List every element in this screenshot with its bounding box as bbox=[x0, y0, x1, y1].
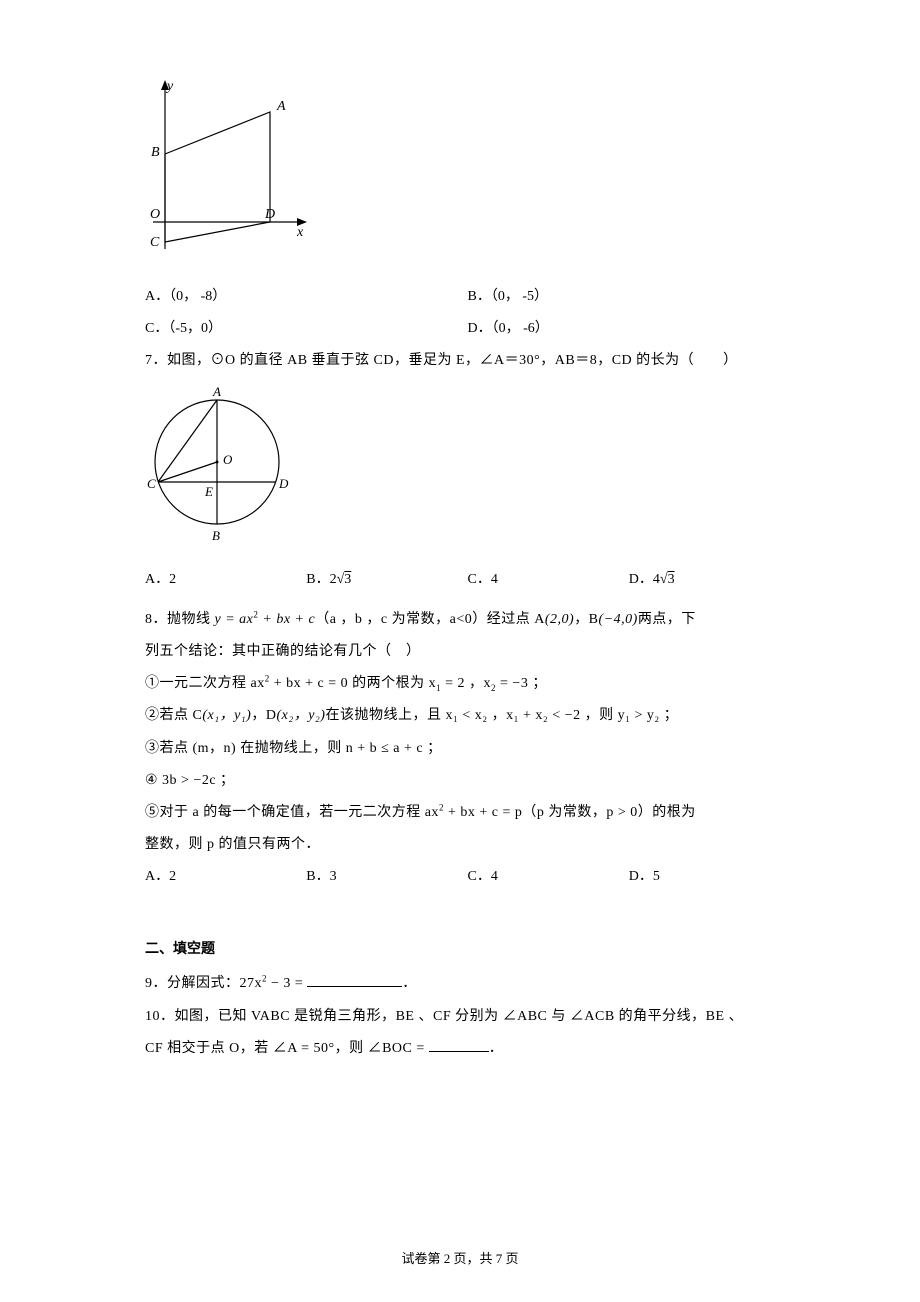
q7-option-a: A．2 bbox=[145, 564, 306, 596]
q8-item5b: 整数，则 p 的值只有两个． bbox=[145, 829, 790, 861]
q7-option-c: C．4 bbox=[468, 564, 629, 596]
q8-item5a: ⑤对于 a 的每一个确定值，若一元二次方程 ax2 + bx + c = p（p… bbox=[145, 797, 790, 829]
page-footer: 试卷第 2 页，共 7 页 bbox=[0, 1248, 920, 1267]
svg-text:E: E bbox=[204, 484, 213, 499]
q8-i1-b: + bx + c = 0 的两个根为 x bbox=[270, 676, 436, 691]
svg-text:B: B bbox=[151, 145, 160, 160]
q8-i1-c: = 2 ，x bbox=[441, 676, 491, 691]
q7-options-row: A．2 B．2√3 C．4 D．4√3 bbox=[145, 564, 790, 596]
q8-i2-a: ②若点 C bbox=[145, 708, 202, 723]
q8-l1-f: ，B bbox=[574, 612, 598, 627]
q8-l1-h: 两点，下 bbox=[638, 612, 696, 627]
q8-i5-b: + bx + c = p（p 为常数，p > 0）的根为 bbox=[444, 805, 696, 820]
q8-item4: ④ 3b > −2c ； bbox=[145, 765, 790, 797]
svg-text:B: B bbox=[212, 528, 220, 543]
q6-option-c: C．（-5，0） bbox=[145, 313, 468, 345]
q8-l1-e: (2,0) bbox=[545, 612, 574, 627]
q6-option-a: A．（0， -8） bbox=[145, 281, 468, 313]
svg-text:C: C bbox=[147, 476, 156, 491]
q8-line2: 列五个结论：其中正确的结论有几个（ ） bbox=[145, 636, 790, 668]
q10-blank bbox=[429, 1038, 489, 1052]
q8-i2-c: ，D bbox=[251, 708, 276, 723]
q7-opt-b-root: 3 bbox=[344, 572, 351, 587]
svg-text:D: D bbox=[278, 476, 289, 491]
q8-l1-b: y = ax bbox=[215, 612, 254, 627]
q8-i2-e: 在该抛物线上，且 x₁ < x₂ ，x₁ + x₂ < −2 ，则 y₁ > y… bbox=[325, 708, 678, 723]
q8-l1-d: （a ，b ，c 为常数，a<0）经过点 A bbox=[315, 612, 545, 627]
sqrt-icon: √3 bbox=[660, 572, 675, 587]
q9-blank bbox=[307, 973, 402, 987]
svg-text:C: C bbox=[150, 235, 160, 250]
q8-l1-a: 8．抛物线 bbox=[145, 612, 215, 627]
section-2-title: 二、填空题 bbox=[145, 938, 790, 958]
q7-opt-b-prefix: B．2 bbox=[306, 572, 336, 587]
q8-item3: ③若点 (m，n) 在抛物线上，则 n + b ≤ a + c ； bbox=[145, 733, 790, 765]
svg-text:O: O bbox=[223, 452, 233, 467]
q8-l1-c: + bx + c bbox=[258, 612, 315, 627]
svg-text:y: y bbox=[165, 79, 174, 94]
q8-i1-d: = −3 ； bbox=[496, 676, 547, 691]
q7-option-b: B．2√3 bbox=[306, 564, 467, 596]
q8-line1: 8．抛物线 y = ax2 + bx + c（a ，b ，c 为常数，a<0）经… bbox=[145, 604, 790, 636]
q8-i2-d: (x₂，y₂) bbox=[276, 708, 325, 723]
svg-text:O: O bbox=[150, 207, 160, 222]
q8-i1-a: ①一元二次方程 ax bbox=[145, 676, 265, 691]
q6-option-d: D．（0， -6） bbox=[468, 313, 791, 345]
q10-line1: 10．如图，已知 VABC 是锐角三角形，BE 、CF 分别为 ∠ABC 与 ∠… bbox=[145, 1001, 790, 1033]
q6-options-row1: A．（0， -8） B．（0， -5） bbox=[145, 281, 790, 313]
svg-text:x: x bbox=[296, 225, 304, 240]
figure-q6: y x A B O D C bbox=[145, 74, 790, 269]
svg-text:A: A bbox=[212, 384, 221, 399]
q9-c: ． bbox=[402, 976, 417, 991]
q6-options-row2: C．（-5，0） D．（0， -6） bbox=[145, 313, 790, 345]
q8-i5-a: ⑤对于 a 的每一个确定值，若一元二次方程 ax bbox=[145, 805, 439, 820]
q10-l2-b: ． bbox=[489, 1041, 504, 1056]
q9-b: − 3 = bbox=[267, 976, 307, 991]
q8-item2: ②若点 C(x₁，y₁)，D(x₂，y₂)在该抛物线上，且 x₁ < x₂ ，x… bbox=[145, 700, 790, 732]
q8-i2-b: (x₁，y₁) bbox=[202, 708, 251, 723]
q8-option-c: C．4 bbox=[468, 861, 629, 893]
q10-l2-a: CF 相交于点 O，若 ∠A = 50°，则 ∠BOC = bbox=[145, 1041, 429, 1056]
svg-text:D: D bbox=[264, 207, 275, 222]
q7-opt-d-prefix: D．4 bbox=[629, 572, 660, 587]
q8-option-d: D．5 bbox=[629, 861, 790, 893]
q10-line2: CF 相交于点 O，若 ∠A = 50°，则 ∠BOC = ． bbox=[145, 1033, 790, 1065]
figure-q7: A O C E D B bbox=[145, 382, 790, 552]
q7-text: 7．如图，⊙O 的直径 AB 垂直于弦 CD，垂足为 E，∠A＝30°，AB＝8… bbox=[145, 345, 790, 377]
svg-text:A: A bbox=[276, 99, 286, 114]
q8-options-row: A．2 B．3 C．4 D．5 bbox=[145, 861, 790, 893]
q8-item1: ①一元二次方程 ax2 + bx + c = 0 的两个根为 x1 = 2 ，x… bbox=[145, 668, 790, 700]
q9-a: 9．分解因式：27x bbox=[145, 976, 262, 991]
q9-line: 9．分解因式：27x2 − 3 = ． bbox=[145, 968, 790, 1000]
q7-option-d: D．4√3 bbox=[629, 564, 790, 596]
q7-opt-d-root: 3 bbox=[668, 572, 675, 587]
sqrt-icon: √3 bbox=[337, 572, 352, 587]
q6-option-b: B．（0， -5） bbox=[468, 281, 791, 313]
q8-option-a: A．2 bbox=[145, 861, 306, 893]
q8-option-b: B．3 bbox=[306, 861, 467, 893]
q8-l1-g: (−4,0) bbox=[599, 612, 638, 627]
